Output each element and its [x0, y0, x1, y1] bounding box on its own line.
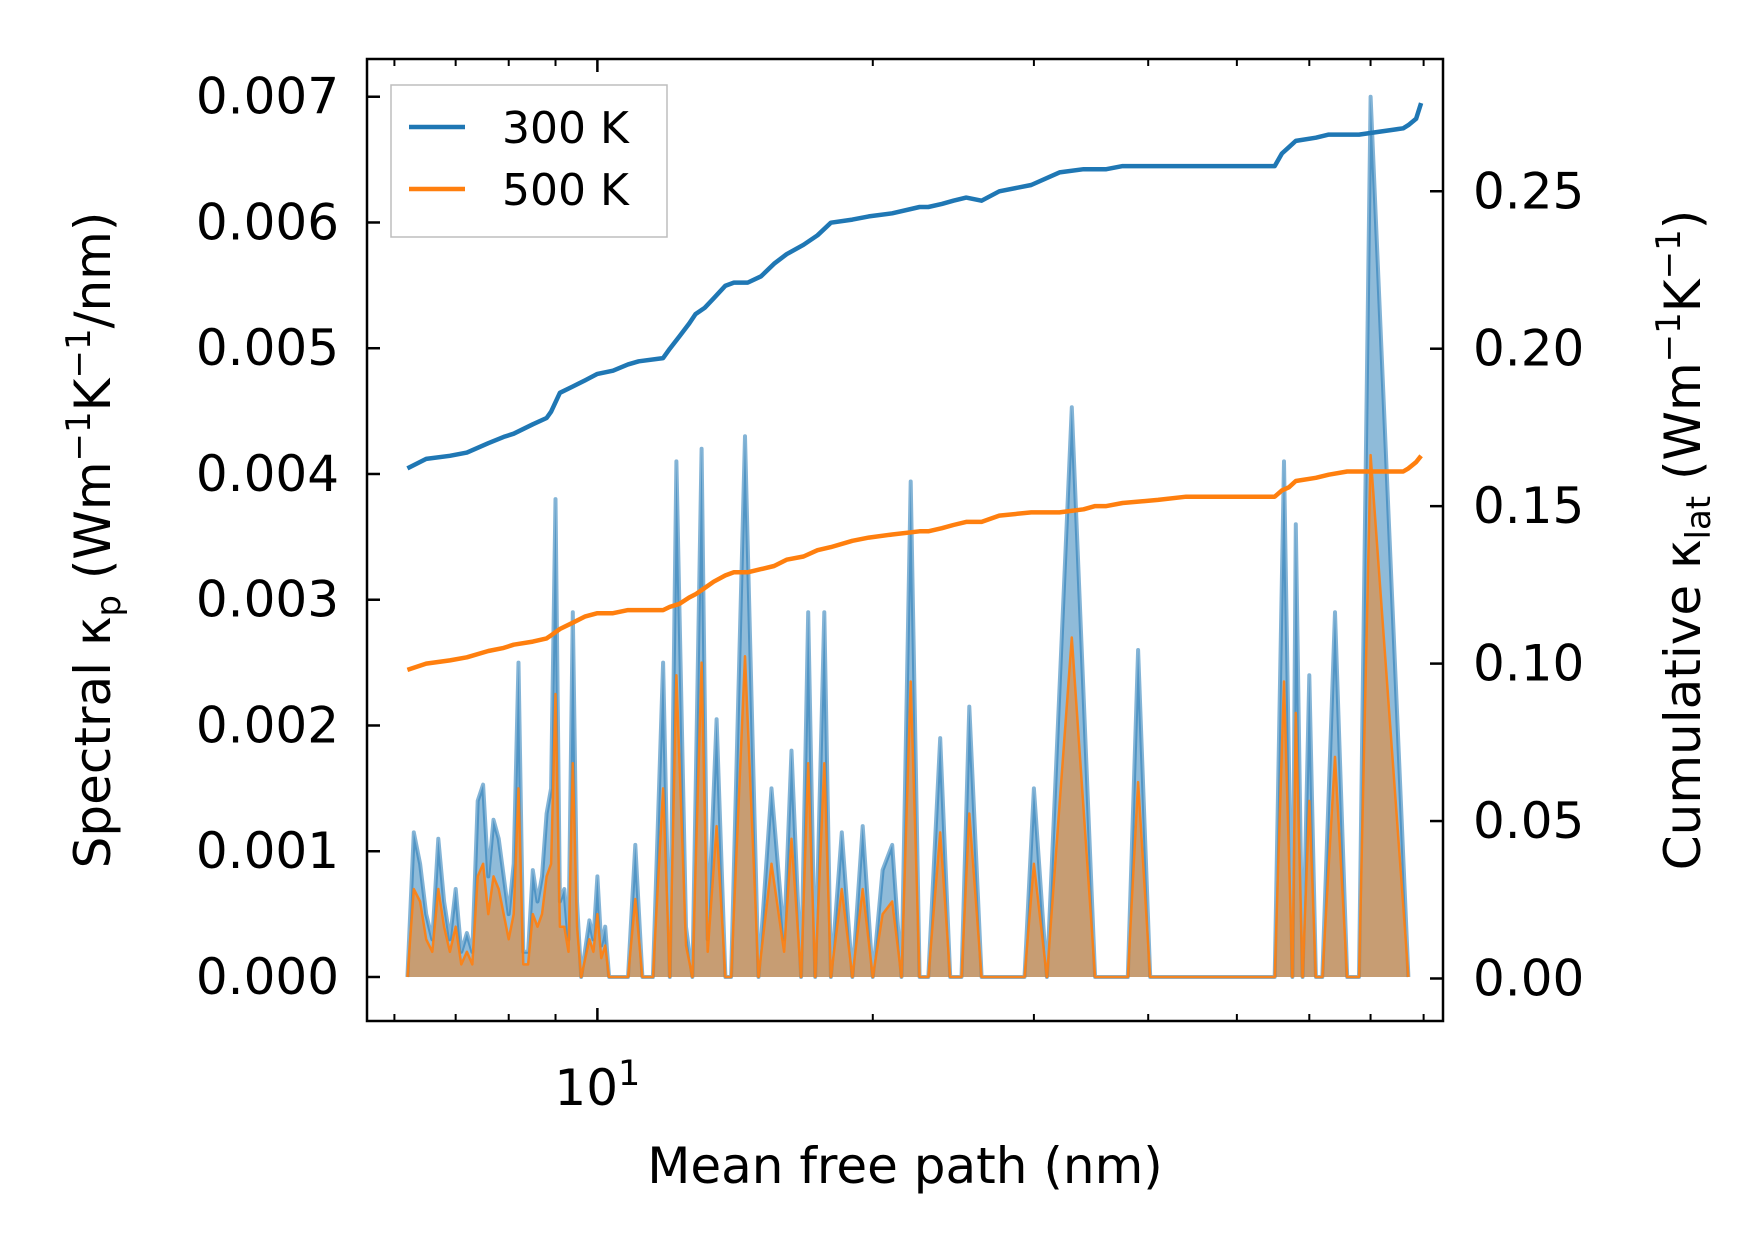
- plot-frame: [365, 57, 1445, 1023]
- cumulative-line-0: [406, 102, 1424, 471]
- spectral-area-1: [407, 455, 1409, 978]
- plot-inner: [405, 94, 1424, 979]
- legend-label: 300 K: [502, 103, 630, 154]
- legend-label: 500 K: [502, 165, 630, 216]
- cumulative-line-1: [406, 454, 1423, 673]
- left-y-tick-label: 0.002: [196, 696, 339, 754]
- right-y-tick-label: 0.10: [1473, 635, 1584, 693]
- left-y-tick-label: 0.004: [196, 445, 339, 503]
- left-y-tick-label: 0.006: [196, 193, 339, 251]
- left-y-tick-label: 0.007: [196, 68, 339, 126]
- left-y-tick-label: 0.001: [196, 822, 339, 880]
- right-y-tick-label: 0.25: [1473, 162, 1584, 220]
- x-axis-title: Mean free path (nm): [647, 1137, 1163, 1195]
- left-y-tick-label: 0.000: [196, 948, 339, 1006]
- left-y-tick-label: 0.005: [196, 319, 339, 377]
- right-y-tick-label: 0.15: [1473, 477, 1584, 535]
- plot-area: [405, 94, 1424, 979]
- axes: 0.000 0.001 0.002 0.003 0.004 0.005 0.006 0.007…: [59, 57, 1719, 1195]
- legend: 300 K 500 K: [390, 84, 668, 238]
- left-y-tick-label: 0.003: [196, 571, 339, 629]
- legend-box: [390, 84, 668, 238]
- right-y-axis-title: Cumulative κlat (Wm−1K−1): [1649, 210, 1719, 870]
- x-tick-label: 101: [554, 1054, 640, 1117]
- right-y-tick-label: 0.05: [1473, 792, 1584, 850]
- right-y-tick-label: 0.00: [1473, 949, 1584, 1007]
- left-y-axis-title: Spectral κp (Wm−1K−1/nm): [59, 212, 129, 869]
- right-y-tick-label: 0.20: [1473, 320, 1584, 378]
- spectral-line-1: [406, 453, 1410, 979]
